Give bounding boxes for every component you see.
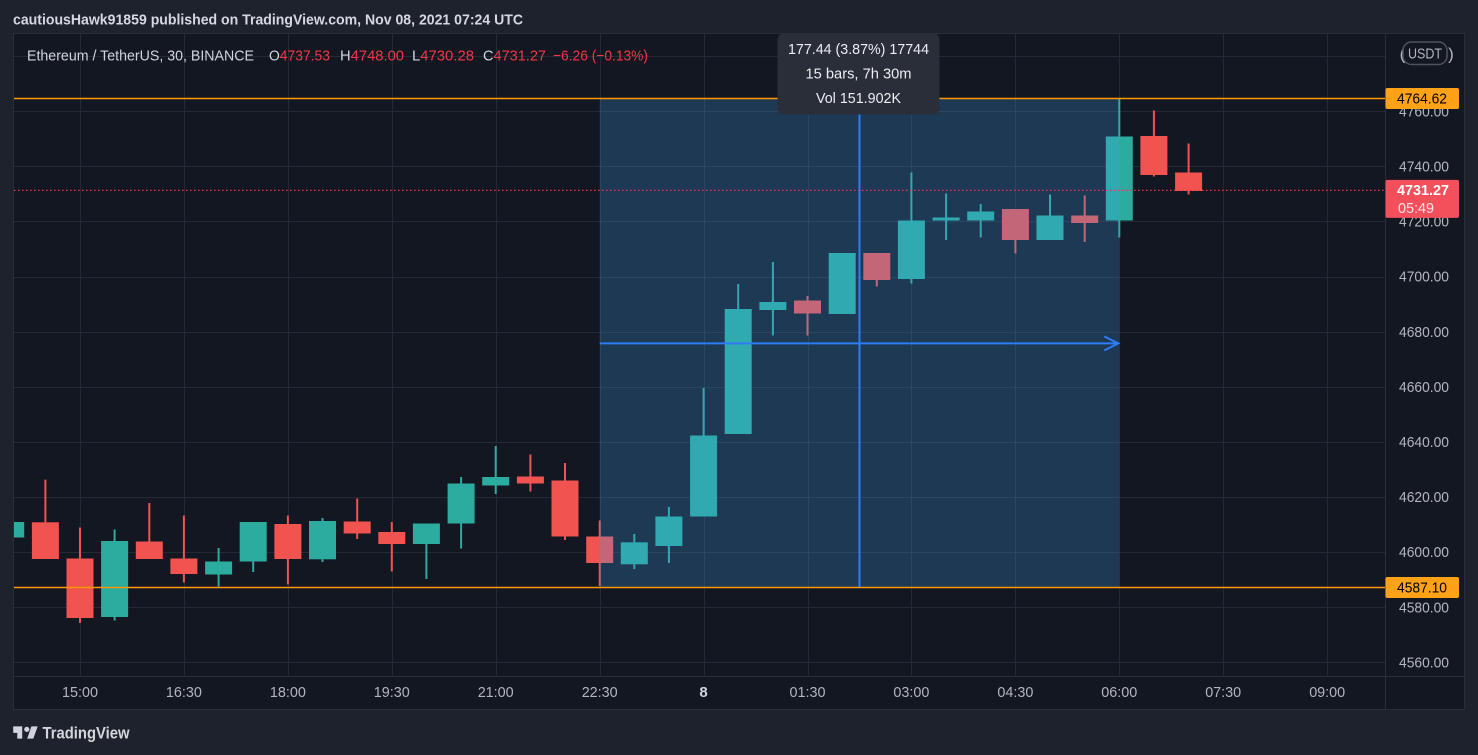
svg-text:03:00: 03:00 — [893, 684, 929, 701]
svg-text:4660.00: 4660.00 — [1399, 379, 1449, 396]
svg-text:05:49: 05:49 — [1398, 200, 1434, 217]
svg-text:4587.10: 4587.10 — [1397, 580, 1447, 597]
svg-text:4600.00: 4600.00 — [1399, 544, 1449, 561]
svg-text:−6.26 (−0.13%): −6.26 (−0.13%) — [553, 48, 648, 65]
svg-text:01:30: 01:30 — [790, 684, 826, 701]
svg-text:04:30: 04:30 — [997, 684, 1033, 701]
svg-text:15:00: 15:00 — [62, 684, 98, 701]
svg-text:4640.00: 4640.00 — [1399, 434, 1449, 451]
svg-text:06:00: 06:00 — [1101, 684, 1137, 701]
svg-text:22:30: 22:30 — [582, 684, 618, 701]
svg-text:TradingView: TradingView — [43, 725, 130, 743]
svg-text:4700.00: 4700.00 — [1399, 269, 1449, 286]
svg-text:19:30: 19:30 — [374, 684, 410, 701]
svg-text:4731.27: 4731.27 — [1397, 182, 1449, 199]
svg-text:H4748.00: H4748.00 — [340, 48, 404, 65]
svg-text:21:00: 21:00 — [478, 684, 514, 701]
svg-text:8: 8 — [699, 684, 707, 701]
svg-text:4764.62: 4764.62 — [1397, 91, 1447, 108]
svg-text:L4730.28: L4730.28 — [412, 48, 474, 65]
svg-text:USDT: USDT — [1408, 46, 1442, 62]
svg-text:4560.00: 4560.00 — [1399, 654, 1449, 671]
svg-text:Ethereum / TetherUS, 30, BINAN: Ethereum / TetherUS, 30, BINANCE — [27, 48, 254, 65]
svg-text:4620.00: 4620.00 — [1399, 489, 1449, 506]
svg-text:15 bars, 7h 30m: 15 bars, 7h 30m — [806, 67, 912, 83]
svg-text:C4731.27: C4731.27 — [483, 48, 546, 65]
svg-text:Vol 151.902K: Vol 151.902K — [816, 91, 901, 107]
svg-text:cautiousHawk91859 published on: cautiousHawk91859 published on TradingVi… — [13, 12, 523, 29]
svg-text:4580.00: 4580.00 — [1399, 599, 1449, 616]
svg-text:09:00: 09:00 — [1309, 684, 1345, 701]
svg-text:177.44 (3.87%) 17744: 177.44 (3.87%) 17744 — [788, 42, 929, 58]
svg-text:18:00: 18:00 — [270, 684, 306, 701]
svg-text:O4737.53: O4737.53 — [269, 48, 330, 65]
svg-text:16:30: 16:30 — [166, 684, 202, 701]
svg-text:07:30: 07:30 — [1205, 684, 1241, 701]
svg-text:4740.00: 4740.00 — [1399, 159, 1449, 176]
svg-text:): ) — [1448, 45, 1454, 64]
svg-text:4680.00: 4680.00 — [1399, 324, 1449, 341]
